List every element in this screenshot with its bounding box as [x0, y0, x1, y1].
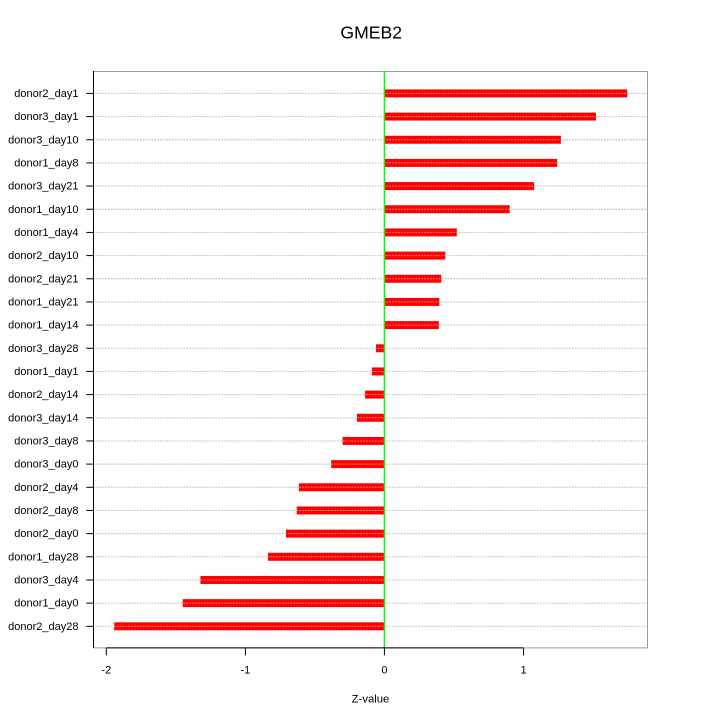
- svg-text:donor2_day28: donor2_day28: [8, 621, 78, 633]
- svg-text:donor2_day1: donor2_day1: [14, 88, 78, 100]
- svg-text:donor3_day21: donor3_day21: [8, 181, 78, 193]
- svg-text:donor1_day21: donor1_day21: [8, 297, 78, 309]
- svg-text:donor2_day0: donor2_day0: [14, 528, 78, 540]
- svg-text:donor1_day14: donor1_day14: [8, 320, 78, 332]
- svg-text:1: 1: [521, 665, 527, 677]
- svg-text:GMEB2: GMEB2: [340, 23, 402, 43]
- svg-text:donor1_day28: donor1_day28: [8, 551, 78, 563]
- svg-text:donor3_day4: donor3_day4: [14, 575, 78, 587]
- svg-text:donor2_day21: donor2_day21: [8, 273, 78, 285]
- svg-text:donor3_day10: donor3_day10: [8, 134, 78, 146]
- svg-text:donor2_day14: donor2_day14: [8, 389, 78, 401]
- svg-text:donor3_day14: donor3_day14: [8, 412, 78, 424]
- svg-text:donor2_day8: donor2_day8: [14, 505, 78, 517]
- svg-text:donor3_day28: donor3_day28: [8, 343, 78, 355]
- svg-text:donor3_day1: donor3_day1: [14, 111, 78, 123]
- svg-text:donor3_day0: donor3_day0: [14, 459, 78, 471]
- svg-text:donor1_day4: donor1_day4: [14, 227, 78, 239]
- svg-text:donor1_day0: donor1_day0: [14, 598, 78, 610]
- svg-text:-1: -1: [241, 665, 251, 677]
- svg-text:donor2_day10: donor2_day10: [8, 250, 78, 262]
- svg-text:donor2_day4: donor2_day4: [14, 482, 78, 494]
- svg-text:donor1_day8: donor1_day8: [14, 158, 78, 170]
- svg-text:donor1_day10: donor1_day10: [8, 204, 78, 216]
- svg-text:donor1_day1: donor1_day1: [14, 366, 78, 378]
- svg-text:-2: -2: [101, 665, 111, 677]
- svg-text:0: 0: [381, 665, 387, 677]
- svg-text:donor3_day8: donor3_day8: [14, 436, 78, 448]
- svg-text:Z-value: Z-value: [352, 694, 390, 706]
